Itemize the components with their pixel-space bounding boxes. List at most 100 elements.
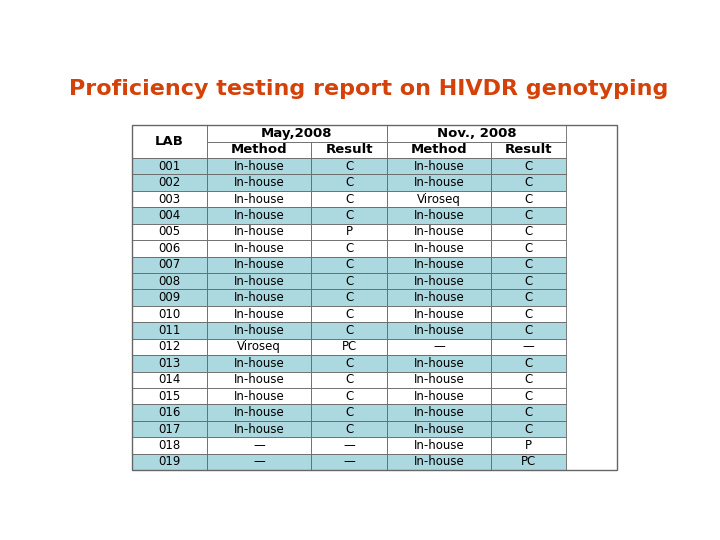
Text: In-house: In-house (234, 160, 284, 173)
Text: In-house: In-house (413, 373, 464, 386)
Bar (207, 273, 312, 289)
Text: 016: 016 (158, 406, 181, 419)
Bar (207, 372, 312, 388)
Text: C: C (345, 406, 354, 419)
Text: Method: Method (410, 143, 467, 156)
Text: C: C (345, 242, 354, 255)
Text: Result: Result (505, 143, 552, 156)
Text: C: C (345, 193, 354, 206)
Text: C: C (345, 357, 354, 370)
Bar (207, 174, 312, 191)
Text: C: C (525, 275, 533, 288)
Bar (312, 256, 387, 273)
Bar (207, 306, 312, 322)
Text: 015: 015 (158, 390, 181, 403)
Text: C: C (525, 176, 533, 189)
Bar (312, 141, 387, 158)
Text: C: C (525, 357, 533, 370)
Bar (132, 207, 207, 224)
Text: —: — (343, 439, 355, 452)
Bar (132, 437, 207, 454)
Text: In-house: In-house (413, 275, 464, 288)
Text: In-house: In-house (413, 209, 464, 222)
Text: 011: 011 (158, 324, 181, 337)
Text: P: P (525, 439, 532, 452)
Bar (207, 224, 312, 240)
Text: In-house: In-house (234, 193, 284, 206)
Bar (387, 273, 491, 289)
Bar (132, 404, 207, 421)
Bar (132, 322, 207, 339)
Text: May,2008: May,2008 (261, 127, 333, 140)
Bar (207, 437, 312, 454)
Bar (312, 322, 387, 339)
Bar (132, 174, 207, 191)
Bar (132, 125, 617, 470)
Text: In-house: In-house (413, 291, 464, 304)
Bar (207, 388, 312, 404)
Bar (312, 355, 387, 372)
Bar (207, 454, 312, 470)
Bar (207, 289, 312, 306)
Bar (491, 224, 567, 240)
Text: In-house: In-house (234, 308, 284, 321)
Bar (132, 421, 207, 437)
Bar (312, 404, 387, 421)
Text: Viroseq: Viroseq (238, 340, 282, 354)
Bar (207, 355, 312, 372)
Bar (387, 207, 491, 224)
Bar (491, 388, 567, 404)
Text: In-house: In-house (413, 439, 464, 452)
Bar (132, 158, 207, 174)
Text: In-house: In-house (234, 390, 284, 403)
Text: Viroseq: Viroseq (417, 193, 461, 206)
Bar (132, 273, 207, 289)
Bar (387, 256, 491, 273)
Text: C: C (345, 308, 354, 321)
Bar (312, 158, 387, 174)
Bar (132, 388, 207, 404)
Text: 018: 018 (158, 439, 181, 452)
Text: —: — (253, 439, 265, 452)
Text: C: C (525, 406, 533, 419)
Text: In-house: In-house (413, 176, 464, 189)
Text: 019: 019 (158, 455, 181, 469)
Bar (312, 306, 387, 322)
Bar (387, 339, 491, 355)
Text: In-house: In-house (234, 406, 284, 419)
Bar (491, 256, 567, 273)
Bar (387, 191, 491, 207)
Text: Result: Result (325, 143, 373, 156)
Text: In-house: In-house (234, 209, 284, 222)
Bar (491, 191, 567, 207)
Bar (491, 273, 567, 289)
Text: C: C (345, 324, 354, 337)
Bar (132, 289, 207, 306)
Bar (207, 191, 312, 207)
Text: PC: PC (341, 340, 356, 354)
Text: 006: 006 (158, 242, 181, 255)
Text: LAB: LAB (155, 135, 184, 148)
Bar (312, 454, 387, 470)
Text: Nov., 2008: Nov., 2008 (437, 127, 516, 140)
Text: In-house: In-house (413, 160, 464, 173)
Text: In-house: In-house (413, 242, 464, 255)
Bar (312, 388, 387, 404)
Text: In-house: In-house (234, 242, 284, 255)
Bar (387, 224, 491, 240)
Bar (207, 141, 312, 158)
Bar (491, 306, 567, 322)
Text: In-house: In-house (234, 373, 284, 386)
Bar (312, 224, 387, 240)
Text: In-house: In-house (413, 225, 464, 239)
Text: In-house: In-house (234, 258, 284, 271)
Bar (132, 256, 207, 273)
Bar (312, 372, 387, 388)
Text: 014: 014 (158, 373, 181, 386)
Bar (491, 141, 567, 158)
Bar (387, 421, 491, 437)
Text: —: — (343, 455, 355, 469)
Bar (132, 125, 207, 158)
Bar (387, 404, 491, 421)
Text: 004: 004 (158, 209, 181, 222)
